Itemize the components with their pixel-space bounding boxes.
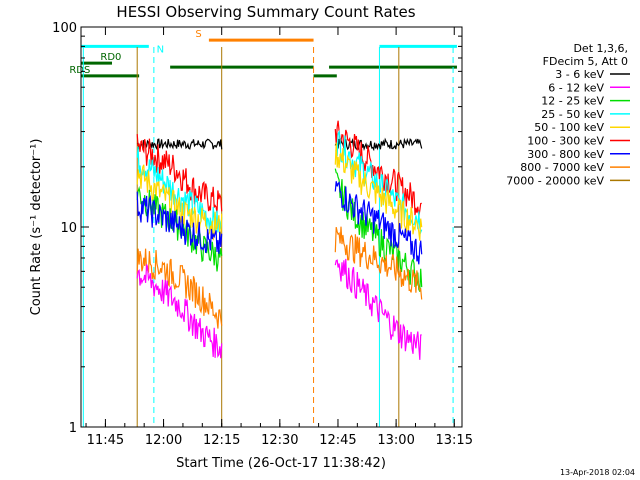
legend-label-1: 6 - 12 keV	[548, 81, 604, 94]
series-3-segment-1	[334, 142, 423, 241]
legend-label-5: 100 - 300 keV	[527, 135, 604, 148]
x-tick-label-1: 12:00	[145, 433, 182, 448]
x-tick-label-3: 12:30	[261, 433, 298, 448]
legend-label-0: 3 - 6 keV	[555, 68, 604, 81]
series-layer	[136, 120, 423, 360]
x-tick-label-2: 12:15	[203, 433, 240, 448]
y-tick-label-1: 10	[60, 221, 77, 236]
series-5-segment-1	[334, 181, 423, 265]
x-tick-label-6: 13:15	[436, 433, 473, 448]
x-axis-ticks: 11:45 12:00 12:15 12:30 12:45 13:00 13:15	[85, 27, 473, 448]
legend-header-0: Det 1,3,6,	[573, 42, 628, 55]
series-6-segment-1	[334, 226, 423, 300]
series-6-segment-0	[136, 248, 223, 329]
series-5-segment-0	[136, 191, 223, 254]
series-7-segment-0	[136, 264, 223, 359]
legend-label-3: 25 - 50 keV	[541, 108, 604, 121]
flag-label-s: S	[195, 29, 201, 40]
series-1-segment-1	[334, 120, 422, 217]
flag-label-rds: RDS	[69, 65, 90, 76]
timestamp-stamp: 13-Apr-2018 02:04	[560, 468, 635, 477]
y-tick-label-0: 1	[69, 421, 77, 436]
legend-label-2: 12 - 25 keV	[541, 95, 604, 108]
x-tick-label-5: 13:00	[377, 433, 414, 448]
legend-label-6: 300 - 800 keV	[527, 148, 604, 161]
y-tick-label-2: 100	[52, 21, 77, 36]
flag-label-n: N	[157, 45, 164, 56]
legend-label-8: 7000 - 20000 keV	[506, 174, 604, 187]
chart-title: HESSI Observing Summary Count Rates	[116, 3, 415, 21]
series-7-segment-1	[334, 258, 422, 360]
legend-label-4: 50 - 100 keV	[534, 121, 604, 134]
flag-bars-layer: N S RD0 RDS	[69, 29, 457, 78]
x-tick-label-0: 11:45	[87, 433, 124, 448]
interval-markers-layer	[82, 47, 454, 427]
y-axis-ticks: 1 10 100	[52, 21, 462, 436]
x-axis-label: Start Time (26-Oct-17 11:38:42)	[176, 456, 386, 471]
legend-label-7: 800 - 7000 keV	[520, 161, 604, 174]
x-tick-label-4: 12:45	[319, 433, 356, 448]
legend-header-1: FDecim 5, Att 0	[543, 55, 628, 68]
series-0-segment-0	[136, 138, 223, 151]
flag-label-rd0: RD0	[100, 52, 121, 63]
y-axis-label: Count Rate (s⁻¹ detector⁻¹)	[29, 139, 44, 316]
